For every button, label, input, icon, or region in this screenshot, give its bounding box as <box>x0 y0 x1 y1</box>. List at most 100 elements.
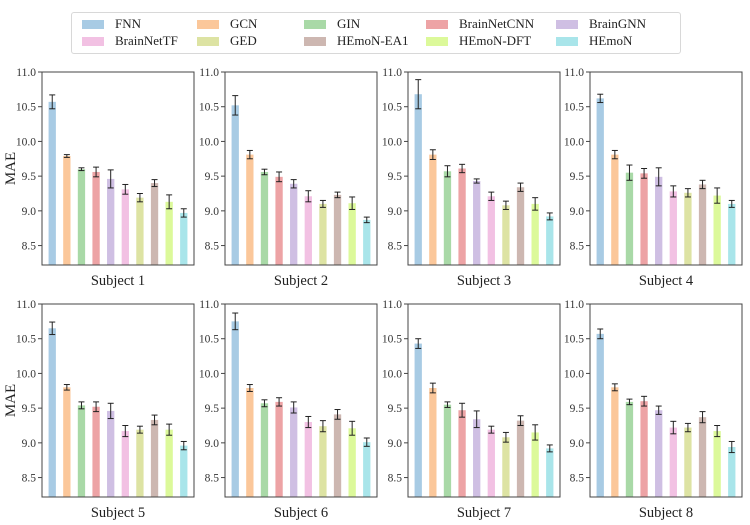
plot-frame <box>407 71 561 266</box>
bar-hemon-dft <box>165 201 173 265</box>
y-tick-label: 10.0 <box>16 136 36 148</box>
y-tick-label: 8.5 <box>22 241 37 253</box>
bar-gcn <box>611 387 619 497</box>
bar-ged <box>502 437 510 497</box>
bar-hemon-ea1 <box>333 194 342 265</box>
subplot-4: 8.5 9.0 9.5 10.0 10.5 11.0 Subject 4 <box>564 67 743 289</box>
y-tick-label: 9.0 <box>570 438 585 450</box>
bar-brainnettf <box>121 431 129 497</box>
y-tick-label: 10.5 <box>16 334 36 346</box>
subplot-3: 8.5 9.0 9.5 10.0 10.5 11.0 Subject 3 <box>382 67 561 289</box>
subplot-7: 8.5 9.0 9.5 10.0 10.5 11.0 Subject 7 <box>382 299 561 521</box>
legend-swatch <box>556 19 578 29</box>
y-tick-label: 10.5 <box>564 334 584 346</box>
bar-gin <box>443 404 452 497</box>
subplot-title: Subject 1 <box>91 273 145 289</box>
bar-brainnettf <box>304 196 312 265</box>
y-tick-label: 11.0 <box>16 67 36 79</box>
y-tick-label: 9.5 <box>570 403 585 415</box>
chart-legend: FNN GCN GIN BrainNetCNN BrainGNN BrainNetTF GE… <box>71 12 681 54</box>
legend-swatch <box>197 36 219 46</box>
bar-hemon <box>180 445 188 497</box>
bar-brainnetcnn <box>92 171 100 265</box>
legend-swatch <box>82 36 104 46</box>
subplot-5: 8.5 9.0 9.5 10.0 10.5 11.0 Subject 5 MAE <box>3 299 195 521</box>
subplot-8: 8.5 9.0 9.5 10.0 10.5 11.0 Subject 8 <box>564 299 743 521</box>
bar-ged <box>319 426 327 497</box>
subplot-2: 8.5 9.0 9.5 10.0 10.5 11.0 Subject 2 <box>199 67 378 289</box>
bar-hemon-ea1 <box>516 420 525 497</box>
bar-ged <box>502 205 510 265</box>
bar-hemon-dft <box>165 429 173 497</box>
bar-hemon <box>728 447 736 497</box>
legend-item: BrainNetTF <box>82 33 178 49</box>
y-tick-label: 9.5 <box>22 171 37 183</box>
legend-item: HEmoN <box>556 33 632 49</box>
legend-item: FNN <box>82 16 141 32</box>
legend-label: GCN <box>230 16 258 31</box>
bar-fnn <box>414 343 422 497</box>
bar-hemon-ea1 <box>150 183 159 265</box>
bar-gin <box>77 405 86 497</box>
bar-hemon <box>180 212 188 265</box>
plot-frame <box>407 303 561 498</box>
bar-fnn <box>48 101 56 266</box>
legend-swatch <box>426 36 448 46</box>
bar-hemon-ea1 <box>150 419 159 497</box>
legend-swatch <box>556 36 578 46</box>
y-tick-label: 9.0 <box>22 206 37 218</box>
y-tick-label: 8.5 <box>388 473 403 485</box>
subplot-title: Subject 5 <box>91 505 145 521</box>
legend-label: HEmoN-DFT <box>459 33 532 48</box>
bar-ged <box>684 427 692 497</box>
bar-brainnetcnn <box>640 401 648 497</box>
bar-hemon <box>363 442 371 497</box>
plot-frame <box>589 303 743 498</box>
plot-frame <box>41 303 195 498</box>
bar-hemon <box>546 448 554 497</box>
y-tick-label: 9.0 <box>388 206 403 218</box>
subplot-title: Subject 4 <box>639 273 694 289</box>
bar-braingnn <box>290 407 298 497</box>
y-tick-label: 9.0 <box>570 206 585 218</box>
plot-frame <box>589 71 743 266</box>
y-tick-label: 9.0 <box>388 438 403 450</box>
bar-brainnetcnn <box>640 173 648 265</box>
y-tick-label: 9.5 <box>570 171 585 183</box>
legend-label: GIN <box>337 16 361 31</box>
legend-label: FNN <box>115 16 142 31</box>
bar-hemon-ea1 <box>333 414 342 497</box>
bar-hemon-ea1 <box>698 417 707 497</box>
y-tick-label: 11.0 <box>382 67 402 79</box>
y-tick-label: 10.0 <box>564 368 584 380</box>
y-tick-label: 8.5 <box>205 241 220 253</box>
y-tick-label: 9.5 <box>388 403 403 415</box>
bar-brainnettf <box>304 422 312 497</box>
bar-gcn <box>429 154 437 265</box>
bar-brainnettf <box>669 191 677 265</box>
bar-ged <box>136 429 144 497</box>
y-tick-label: 10.5 <box>564 102 584 114</box>
bar-brainnetcnn <box>458 410 466 497</box>
legend-label: BrainGNN <box>589 16 647 31</box>
y-tick-label: 9.0 <box>205 438 220 450</box>
y-tick-label: 9.5 <box>22 403 37 415</box>
bar-hemon-dft <box>713 195 721 265</box>
legend-label: BrainNetTF <box>115 33 178 48</box>
y-tick-label: 10.5 <box>382 334 402 346</box>
y-axis-label: MAE <box>3 384 19 417</box>
y-tick-label: 9.5 <box>388 171 403 183</box>
bar-gcn <box>63 387 71 497</box>
y-tick-label: 9.5 <box>205 403 220 415</box>
y-tick-label: 11.0 <box>382 299 402 311</box>
legend-swatch <box>197 19 219 29</box>
bar-hemon <box>728 203 736 265</box>
bar-hemon-dft <box>531 203 539 265</box>
bar-braingnn <box>655 410 663 497</box>
bar-gcn <box>63 156 71 265</box>
subplot-title: Subject 8 <box>639 505 693 521</box>
y-axis-label: MAE <box>3 152 19 185</box>
y-tick-label: 11.0 <box>16 299 36 311</box>
legend-swatch <box>304 36 326 46</box>
legend-item: GIN <box>304 16 360 32</box>
